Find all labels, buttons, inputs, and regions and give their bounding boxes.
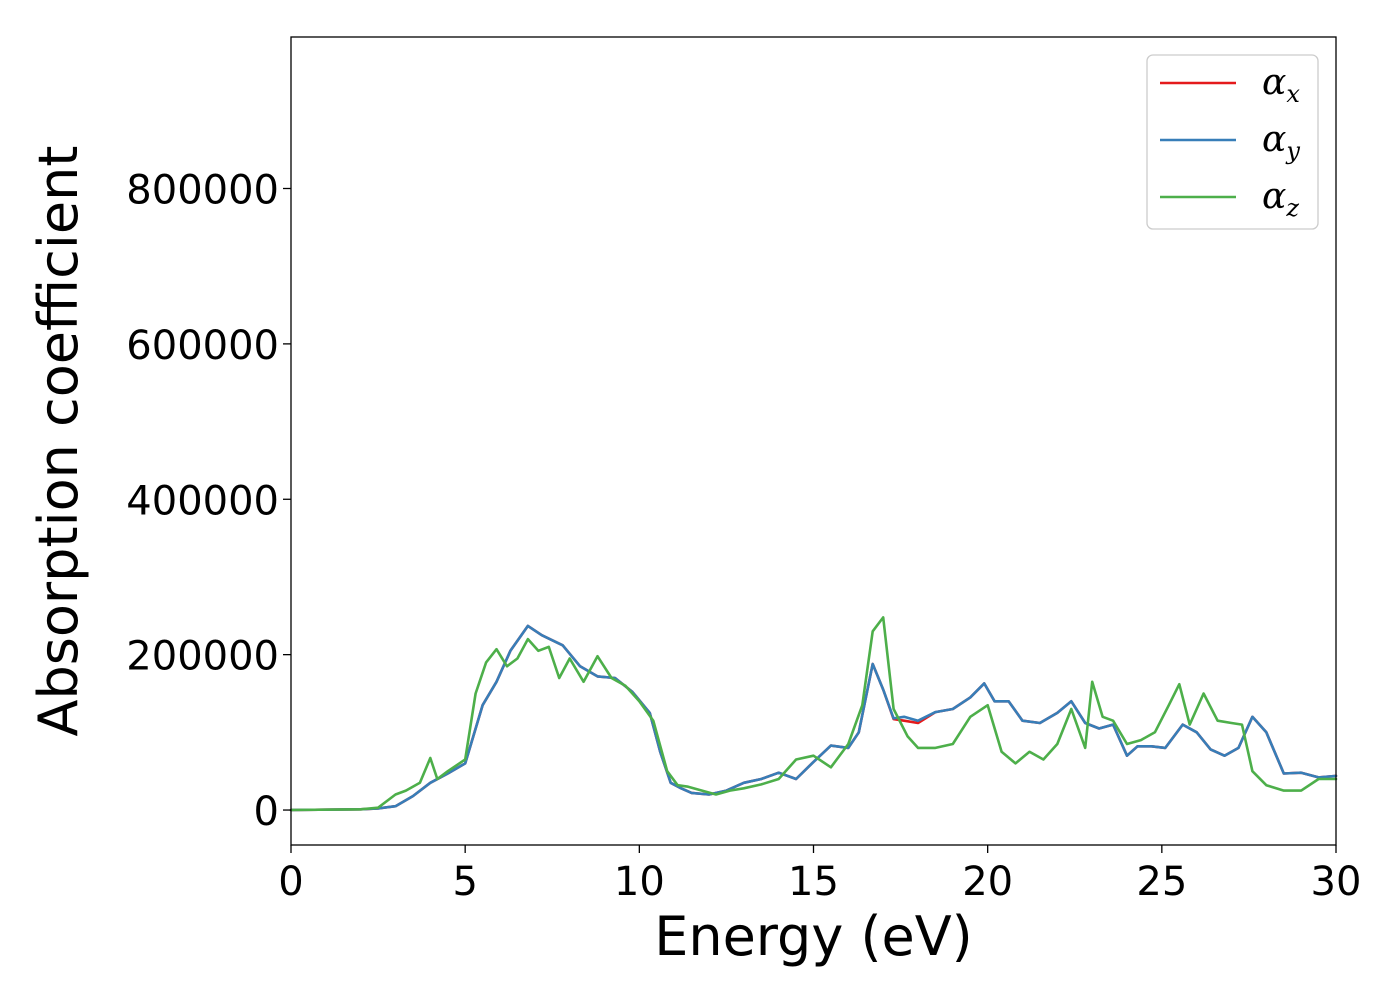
legend-box xyxy=(1146,54,1319,230)
series-layer xyxy=(289,616,1338,812)
series-line-y xyxy=(289,624,1338,812)
y-axis-label: Absorption coefficient xyxy=(27,146,90,737)
y-tick-label: 0 xyxy=(254,789,279,835)
legend-label-x: αx xyxy=(1262,62,1300,108)
legend-label-z: αz xyxy=(1262,176,1299,222)
x-tick-label: 10 xyxy=(614,859,665,905)
x-tick-label: 20 xyxy=(962,859,1013,905)
legend-label-y: αy xyxy=(1262,119,1300,165)
x-tick-label: 15 xyxy=(788,859,839,905)
x-axis-ticks: 0 5 10 15 20 25 30 xyxy=(278,845,1361,905)
x-tick-label: 30 xyxy=(1311,859,1362,905)
x-tick-label: 5 xyxy=(452,859,477,905)
series-line-z xyxy=(289,616,1338,812)
y-axis-ticks: 0 200000 400000 600000 800000 xyxy=(126,168,291,835)
legend: αx αy αz xyxy=(1146,54,1319,230)
y-tick-label: 200000 xyxy=(126,634,279,680)
x-tick-label: 25 xyxy=(1136,859,1187,905)
y-tick-label: 400000 xyxy=(126,478,279,524)
y-tick-label: 600000 xyxy=(126,323,279,369)
x-tick-label: 0 xyxy=(278,859,303,905)
x-axis-label: Energy (eV) xyxy=(654,905,973,968)
y-tick-label: 800000 xyxy=(126,168,279,214)
